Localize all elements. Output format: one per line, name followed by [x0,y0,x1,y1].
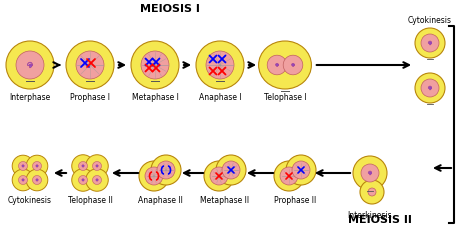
Circle shape [360,180,384,204]
Circle shape [92,161,101,171]
Circle shape [283,55,303,75]
Text: Telophase II: Telophase II [68,196,112,205]
Circle shape [86,169,108,191]
Circle shape [415,28,445,58]
Circle shape [292,161,310,179]
Circle shape [12,169,34,191]
Circle shape [361,164,379,182]
Circle shape [204,161,234,191]
Circle shape [86,155,108,177]
Circle shape [131,41,179,89]
Text: MEIOSIS I: MEIOSIS I [140,4,200,14]
Circle shape [66,41,114,89]
Circle shape [274,161,304,191]
Circle shape [92,175,101,185]
Circle shape [353,156,387,190]
Ellipse shape [259,41,311,89]
Circle shape [267,55,287,75]
Circle shape [280,167,298,185]
Text: Interphase: Interphase [9,93,51,102]
Circle shape [26,169,48,191]
Circle shape [216,155,246,185]
Circle shape [72,155,94,177]
Circle shape [139,161,169,191]
Text: Cytokinesis: Cytokinesis [408,16,452,25]
Text: Telophase I: Telophase I [264,93,306,102]
Circle shape [421,34,439,52]
Text: Metaphase II: Metaphase II [201,196,250,205]
Circle shape [157,161,175,179]
Circle shape [33,161,42,171]
Circle shape [196,41,244,89]
Circle shape [368,188,376,196]
Circle shape [421,79,439,97]
Circle shape [222,161,240,179]
Text: Metaphase I: Metaphase I [132,93,178,102]
Circle shape [76,51,104,79]
Text: Anaphase II: Anaphase II [137,196,182,205]
Circle shape [26,155,48,177]
Circle shape [79,175,88,185]
Circle shape [141,51,169,79]
Circle shape [210,167,228,185]
Circle shape [33,175,42,185]
Circle shape [6,41,54,89]
Circle shape [72,169,94,191]
Circle shape [151,155,181,185]
Text: Prophase I: Prophase I [70,93,110,102]
Text: MEIOSIS II: MEIOSIS II [348,215,412,225]
Circle shape [18,161,27,171]
Circle shape [206,51,234,79]
Circle shape [12,155,34,177]
Text: Anaphase I: Anaphase I [199,93,241,102]
Circle shape [145,167,163,185]
Circle shape [286,155,316,185]
Text: Interkinesis: Interkinesis [348,211,392,220]
Text: Cytokinesis: Cytokinesis [8,196,52,205]
Circle shape [79,161,88,171]
Circle shape [16,51,44,79]
Text: Prophase II: Prophase II [274,196,316,205]
Circle shape [18,175,27,185]
Circle shape [415,73,445,103]
